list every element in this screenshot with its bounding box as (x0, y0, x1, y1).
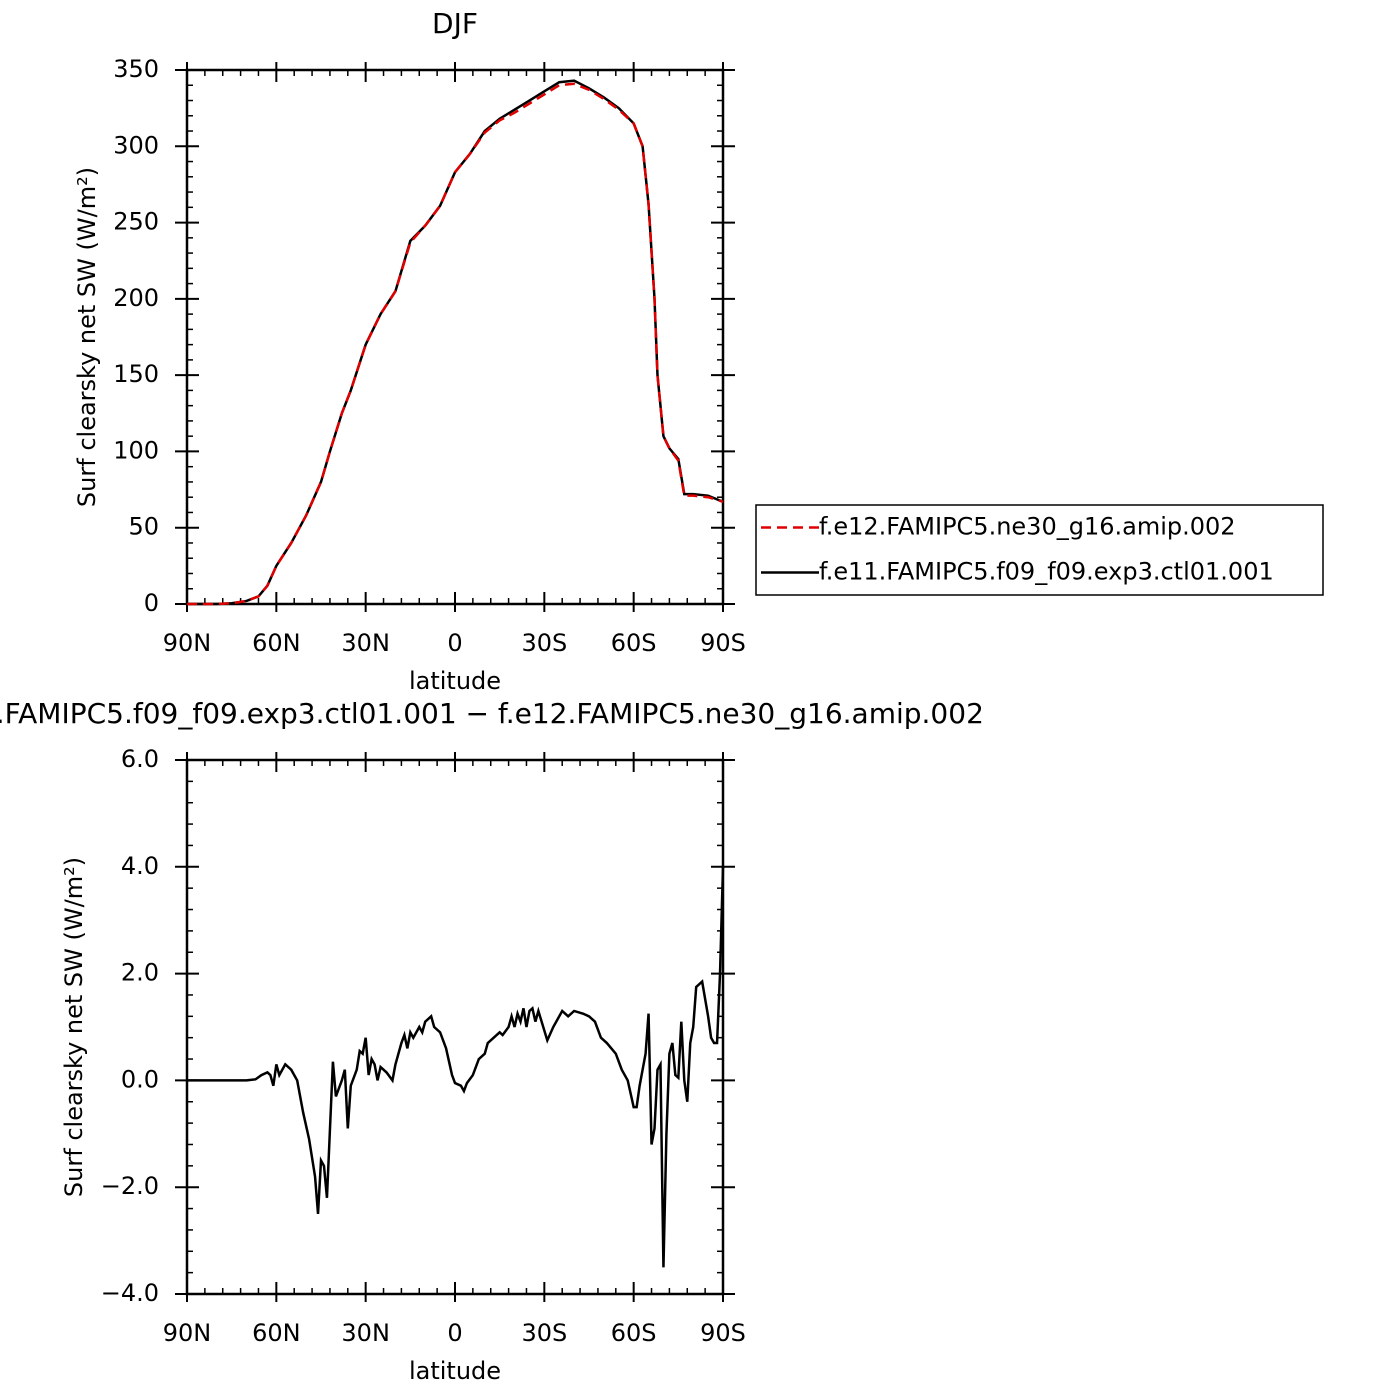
y-tick-label: 250 (113, 208, 159, 236)
y-tick-label: 200 (113, 284, 159, 312)
y-tick-label: 150 (113, 360, 159, 388)
y-tick-label: 100 (113, 436, 159, 464)
x-tick-label: 90N (163, 629, 212, 657)
y-tick-label: 0.0 (121, 1065, 159, 1093)
x-tick-label: 30S (521, 629, 567, 657)
x-tick-label: 30N (341, 629, 390, 657)
chart-title: DJF (432, 7, 478, 40)
data-line (187, 79, 724, 606)
y-tick-label: 50 (128, 513, 159, 541)
x-tick-label: 60N (252, 629, 301, 657)
data-line (187, 866, 725, 1268)
y-tick-label: 0 (144, 589, 159, 617)
y-tick-label: 350 (113, 55, 159, 83)
y-axis-label: Surf clearsky net SW (W/m²) (60, 857, 88, 1197)
x-tick-label: 60S (611, 1319, 657, 1347)
x-tick-label: 90S (700, 629, 746, 657)
y-tick-label: −4.0 (101, 1279, 159, 1307)
y-axis-label: Surf clearsky net SW (W/m²) (73, 167, 101, 507)
x-tick-label: 30N (341, 1319, 390, 1347)
x-tick-label: 90N (163, 1319, 212, 1347)
y-tick-label: 4.0 (121, 852, 159, 880)
plot-frame (185, 68, 725, 606)
x-tick-label: 0 (447, 629, 462, 657)
y-tick-label: 6.0 (121, 745, 159, 773)
legend-label: f.e12.FAMIPC5.ne30_g16.amip.002 (819, 513, 1236, 541)
x-axis-label: latitude (409, 1357, 501, 1385)
x-tick-label: 60S (611, 629, 657, 657)
y-tick-label: −2.0 (101, 1172, 159, 1200)
y-tick-label: 300 (113, 131, 159, 159)
x-axis-label: latitude (409, 667, 501, 695)
data-line (187, 82, 724, 606)
plot-frame (185, 758, 725, 1296)
x-tick-label: 60N (252, 1319, 301, 1347)
legend-box (755, 504, 1324, 596)
chart-title: f.e11.FAMIPC5.f09_f09.exp3.ctl01.001 − f… (0, 697, 984, 730)
x-tick-label: 90S (700, 1319, 746, 1347)
legend-label: f.e11.FAMIPC5.f09_f09.exp3.ctl01.001 (819, 558, 1274, 586)
x-tick-label: 30S (521, 1319, 567, 1347)
y-tick-label: 2.0 (121, 959, 159, 987)
x-tick-label: 0 (447, 1319, 462, 1347)
